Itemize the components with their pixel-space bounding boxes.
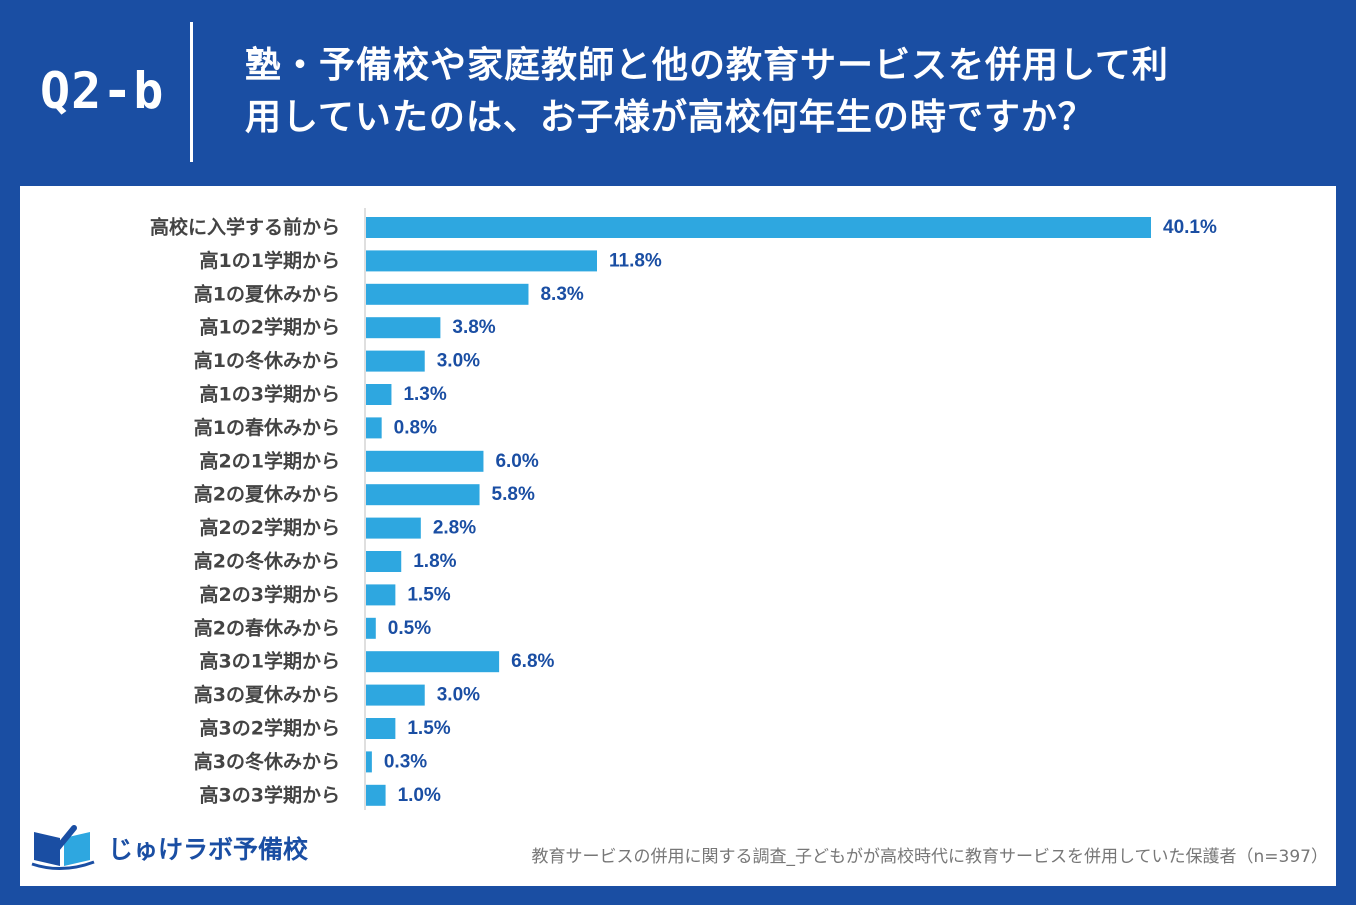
bar [366,517,421,539]
value-label: 40.1% [1163,217,1217,238]
bar [366,584,396,606]
bar [366,283,529,305]
source-note: 教育サービスの併用に関する調査_子どもがが高校時代に教育サービスを併用していた保… [531,847,1328,867]
category-label: 高3の3学期から [200,783,340,806]
bar [366,784,386,806]
bar [366,250,597,272]
value-label: 2.8% [433,518,476,539]
bar [366,617,376,639]
category-label: 高1の春休みから [194,416,340,439]
bar [366,217,1151,238]
question-number: Q2-b [40,62,165,120]
value-label: 0.5% [388,618,431,639]
bar [366,317,441,339]
category-label: 高2の3学期から [200,583,340,606]
bar [366,718,396,739]
bar [366,417,382,439]
bar [366,350,425,372]
value-label: 3.0% [437,351,480,372]
category-label: 高1の3学期から [200,383,340,406]
header-divider [190,22,193,162]
bar [366,551,402,572]
value-label: 6.0% [495,451,538,472]
value-label: 0.8% [394,417,437,438]
value-label: 1.3% [403,384,446,405]
header: Q2-b 塾・予備校や家庭教師と他の教育サービスを併用して利 用していたのは、お… [0,0,1356,186]
category-label: 高2の夏休みから [194,483,340,506]
logo-text: じゅけラボ予備校 [108,835,309,864]
category-label: 高1の冬休みから [194,349,340,372]
bar [366,684,425,706]
bar [366,484,480,506]
chart-panel [20,186,1336,886]
bar [366,384,392,405]
value-label: 5.8% [492,484,535,505]
category-label: 高校に入学する前から [150,216,340,239]
value-label: 1.5% [407,584,450,605]
value-label: 0.3% [384,751,427,772]
category-label: 高2の春休みから [194,616,340,639]
category-label: 高1の夏休みから [194,282,340,305]
value-label: 1.0% [398,785,441,806]
value-label: 8.3% [540,284,583,305]
value-label: 1.5% [407,718,450,739]
value-label: 3.8% [452,317,495,338]
book-icon [31,825,95,871]
category-label: 高3の冬休みから [194,750,340,773]
category-label: 高1の1学期から [200,249,340,272]
value-label: 11.8% [609,250,662,271]
value-label: 6.8% [511,651,554,672]
page-title: 塾・予備校や家庭教師と他の教育サービスを併用して利 用していたのは、お子様が高校… [245,40,1325,144]
value-label: 3.0% [437,685,480,706]
bar [366,651,500,673]
category-label: 高3の1学期から [200,650,340,673]
category-label: 高2の冬休みから [194,550,340,573]
category-label: 高1の2学期から [200,316,340,339]
category-label: 高2の1学期から [200,449,340,472]
category-label: 高3の夏休みから [194,683,340,706]
title-line-2: 用していたのは、お子様が高校何年生の時ですか？ [245,97,1095,138]
bar [366,450,484,472]
category-label: 高3の2学期から [200,717,340,740]
brand-logo: じゅけラボ予備校 [30,822,310,872]
title-line-1: 塾・予備校や家庭教師と他の教育サービスを併用して利 [245,45,1169,86]
bar [366,751,372,773]
value-label: 1.8% [413,551,456,572]
category-label: 高2の2学期から [200,516,340,539]
